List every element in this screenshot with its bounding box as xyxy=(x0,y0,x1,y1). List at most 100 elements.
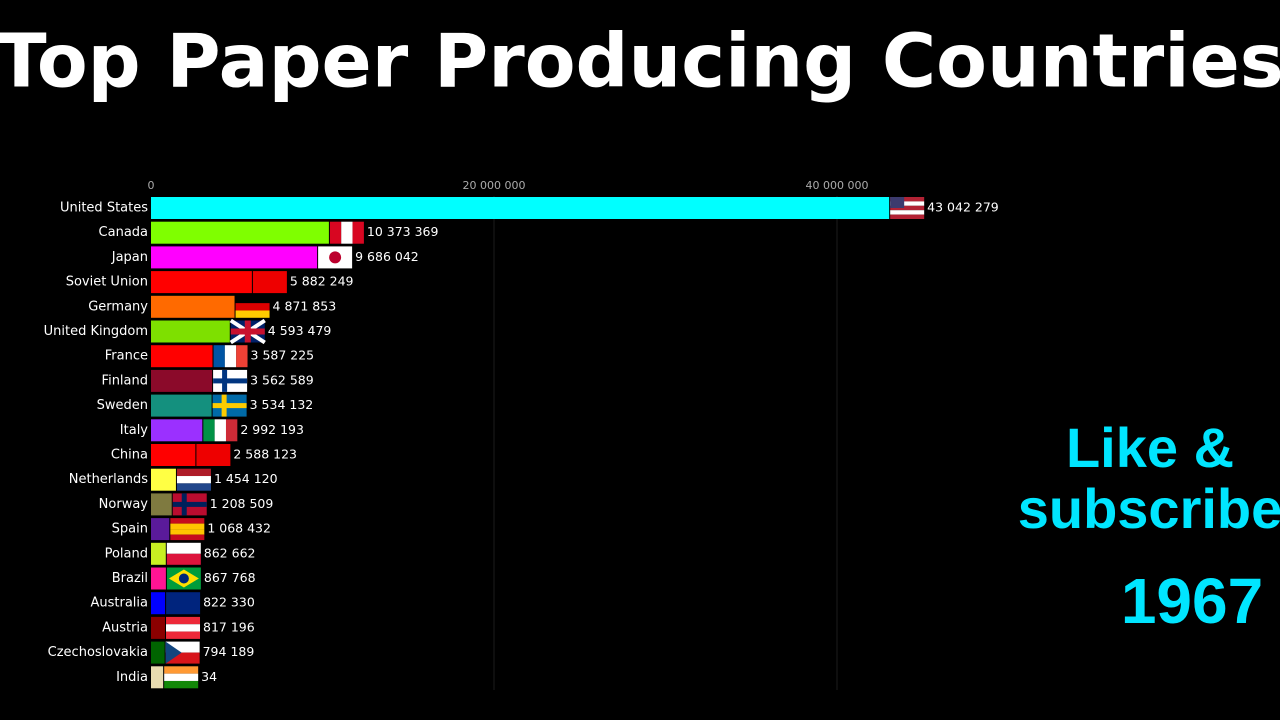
side-text: Like & xyxy=(1066,416,1234,479)
y-tick-label: Australia xyxy=(90,596,148,611)
bar xyxy=(151,394,212,417)
flag xyxy=(236,345,248,368)
y-tick-label: Austria xyxy=(102,620,148,635)
y-tick-label: Finland xyxy=(102,373,148,388)
value-label: 794 189 xyxy=(203,644,255,659)
y-tick-label: Sweden xyxy=(97,398,148,413)
value-label: 1 454 120 xyxy=(214,471,278,486)
flag xyxy=(329,221,342,244)
value-label: 822 330 xyxy=(203,595,255,610)
value-label: 3 534 132 xyxy=(250,397,314,412)
bar xyxy=(151,542,166,565)
flag xyxy=(235,295,270,304)
flag xyxy=(166,616,201,625)
flag xyxy=(213,378,248,384)
flag xyxy=(341,221,353,244)
flag xyxy=(165,641,200,653)
bar xyxy=(151,493,172,516)
flag xyxy=(890,214,925,219)
flag xyxy=(214,419,226,442)
flag xyxy=(166,542,201,554)
bar xyxy=(151,345,213,368)
bar xyxy=(151,221,329,244)
flag xyxy=(176,468,211,477)
y-tick-label: India xyxy=(116,670,148,685)
flag xyxy=(329,251,342,264)
value-label: 1 208 509 xyxy=(210,496,274,511)
value-label: 2 992 193 xyxy=(240,422,304,437)
y-tick-label: Canada xyxy=(99,225,148,240)
value-label: 4 871 853 xyxy=(273,298,337,313)
bar xyxy=(151,444,196,466)
value-label: 2 588 123 xyxy=(233,447,297,462)
y-tick-label: China xyxy=(111,448,148,463)
value-label: 4 593 479 xyxy=(268,323,332,338)
y-tick-label: Czechoslovakia xyxy=(48,645,148,660)
flag xyxy=(178,573,189,584)
flag xyxy=(176,476,211,484)
bar xyxy=(151,616,166,639)
flag xyxy=(170,529,205,535)
value-label: 9 686 042 xyxy=(355,249,419,264)
flag xyxy=(235,310,270,318)
year-label: 1967 xyxy=(1121,565,1263,637)
x-tick-label: 0 xyxy=(148,179,155,192)
y-tick-label: United Kingdom xyxy=(44,324,148,339)
flag xyxy=(165,641,182,664)
bar xyxy=(151,295,235,318)
bar xyxy=(151,320,230,343)
y-tick-label: Italy xyxy=(120,423,149,438)
value-label: 862 662 xyxy=(204,545,256,560)
y-tick-label: Spain xyxy=(112,522,148,537)
flag xyxy=(212,403,247,409)
bar xyxy=(151,641,165,664)
value-label: 5 882 249 xyxy=(290,274,354,289)
flag xyxy=(170,534,205,541)
bar xyxy=(151,567,166,590)
value-label: 43 042 279 xyxy=(927,200,999,215)
x-tick-label: 40 000 000 xyxy=(806,179,869,192)
bar xyxy=(151,518,170,541)
bar xyxy=(151,369,213,392)
flag xyxy=(170,518,205,524)
flag xyxy=(252,271,287,294)
flag xyxy=(890,201,925,206)
flag xyxy=(164,673,199,681)
flag xyxy=(170,523,205,530)
flag xyxy=(230,328,265,335)
flag xyxy=(165,652,200,664)
bar xyxy=(151,666,164,689)
value-label: 10 373 369 xyxy=(367,224,439,239)
flag xyxy=(890,197,905,208)
y-tick-label: Japan xyxy=(111,250,148,265)
flag xyxy=(224,345,237,368)
side-text: subscribe xyxy=(1018,477,1280,540)
value-label: 867 768 xyxy=(204,570,256,585)
flag xyxy=(164,680,199,689)
value-label: 3 587 225 xyxy=(251,348,315,363)
flag xyxy=(166,592,201,615)
y-tick-label: Netherlands xyxy=(69,472,148,487)
y-tick-label: France xyxy=(105,349,148,364)
flag xyxy=(235,303,270,311)
y-tick-label: Norway xyxy=(99,497,149,512)
flag xyxy=(196,444,231,466)
flag xyxy=(164,666,199,674)
flag xyxy=(352,221,364,244)
flag xyxy=(166,553,201,565)
bar xyxy=(151,197,890,219)
value-label: 34 xyxy=(201,669,217,684)
bar xyxy=(151,592,166,615)
value-label: 1 068 432 xyxy=(207,521,271,536)
x-tick-label: 20 000 000 xyxy=(463,179,526,192)
y-tick-label: Poland xyxy=(105,546,148,561)
flag xyxy=(890,210,925,215)
flag xyxy=(890,205,925,211)
chart-title: Top Paper Producing Countries xyxy=(0,19,1280,105)
y-tick-label: Germany xyxy=(88,299,148,314)
y-tick-label: Brazil xyxy=(112,571,148,586)
flag xyxy=(203,419,215,442)
bar xyxy=(151,246,318,269)
flag xyxy=(213,345,225,368)
